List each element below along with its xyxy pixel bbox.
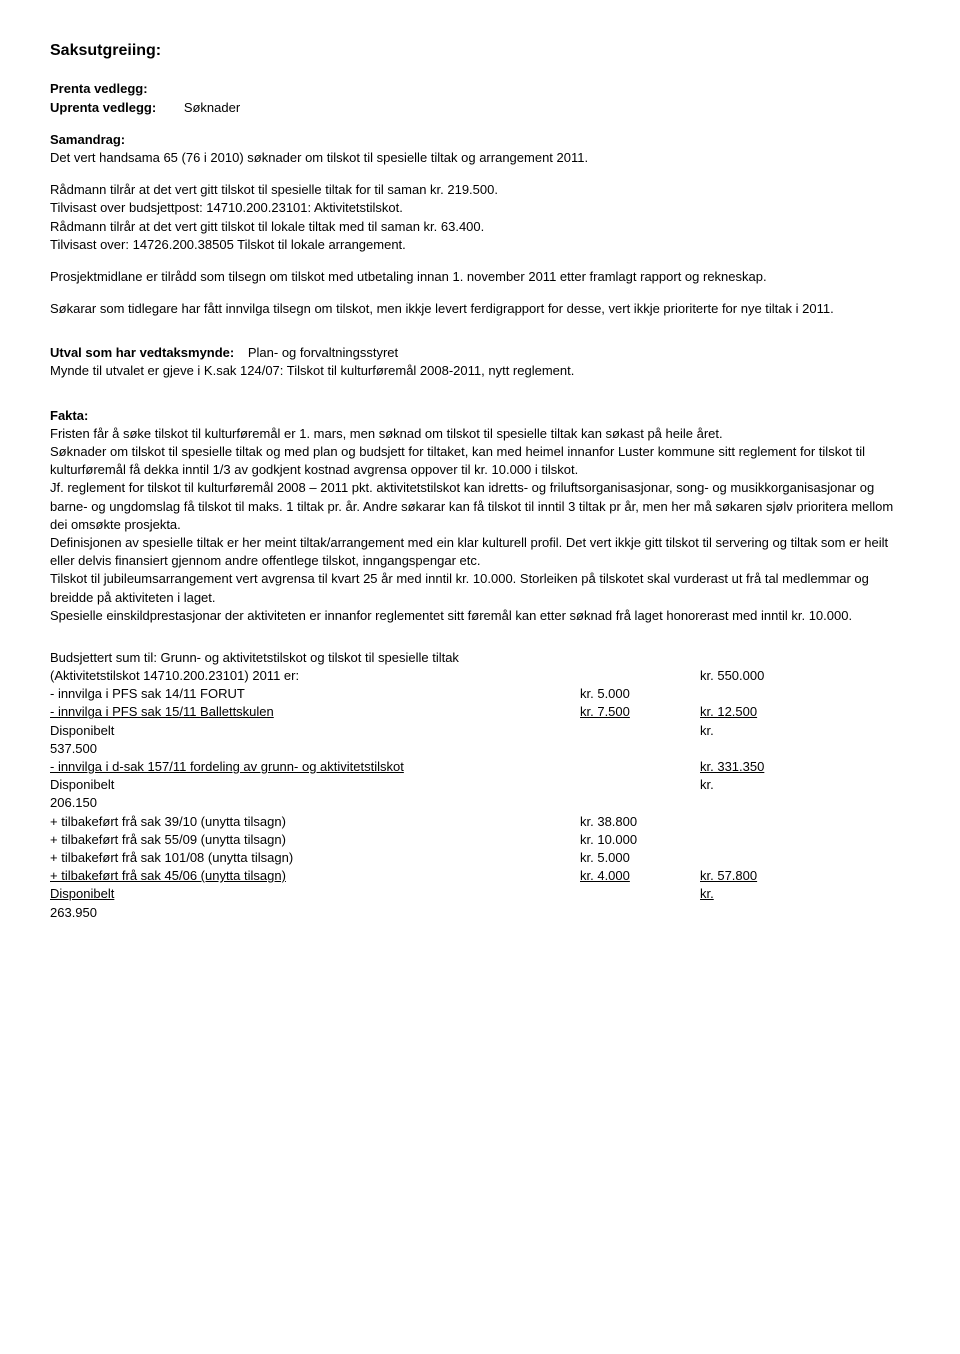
budget-r4-l: + tilbakeført frå sak 39/10 (unytta tils…: [50, 813, 580, 831]
page-title: Saksutgreiing:: [50, 40, 910, 62]
budget-r1-m: kr. 5.000: [580, 685, 700, 703]
disp1-l: Disponibelt: [50, 722, 700, 740]
utval-line2: Mynde til utvalet er gjeve i K.sak 124/0…: [50, 362, 910, 380]
uprenta-label: Uprenta vedlegg:: [50, 100, 156, 115]
fakta-p2: Søknader om tilskot til spesielle tiltak…: [50, 443, 910, 479]
p3b: Tilvisast over: 14726.200.38505 Tilskot …: [50, 236, 910, 254]
budget-r2-m: kr. 7.500: [580, 703, 700, 721]
budget-head-l: Budsjettert sum til: Grunn- og aktivitet…: [50, 649, 910, 667]
utval-block: Utval som har vedtaksmynde: Plan- og for…: [50, 344, 910, 380]
samandrag-label: Samandrag:: [50, 131, 910, 149]
fakta-label: Fakta:: [50, 407, 910, 425]
fakta-p5: Tilskot til jubileumsarrangement vert av…: [50, 570, 910, 606]
budget-r6-l: + tilbakeført frå sak 101/08 (unytta til…: [50, 849, 580, 867]
disp3-l: Disponibelt: [50, 885, 700, 903]
budget-head-l2: (Aktivitetstilskot 14710.200.23101) 2011…: [50, 667, 700, 685]
budget-r3-l: - innvilga i d-sak 157/11 fordeling av g…: [50, 758, 700, 776]
prenta-label: Prenta vedlegg:: [50, 81, 148, 96]
samandrag-p1: Det vert handsama 65 (76 i 2010) søknade…: [50, 149, 910, 167]
p4: Prosjektmidlane er tilrådd som tilsegn o…: [50, 268, 910, 286]
disp2-v: 206.150: [50, 794, 910, 812]
budget-r7-r: kr. 57.800: [700, 867, 820, 885]
budget-r7-l: + tilbakeført frå sak 45/06 (unytta tils…: [50, 867, 580, 885]
disp2-r: kr.: [700, 776, 714, 794]
fakta-p3: Jf. reglement for tilskot til kulturføre…: [50, 479, 910, 534]
disp1-v: 537.500: [50, 740, 910, 758]
p2b: Tilvisast over budsjettpost: 14710.200.2…: [50, 199, 910, 217]
budget-r6-m: kr. 5.000: [580, 849, 700, 867]
fakta-p6: Spesielle einskildprestasjonar der aktiv…: [50, 607, 910, 625]
fakta-p1: Fristen får å søke tilskot til kulturfør…: [50, 425, 910, 443]
budget-r5-m: kr. 10.000: [580, 831, 700, 849]
utval-value: Plan- og forvaltningsstyret: [248, 345, 398, 360]
utval-label: Utval som har vedtaksmynde:: [50, 345, 234, 360]
disp2-l: Disponibelt: [50, 776, 700, 794]
disp1-r: kr.: [700, 722, 714, 740]
disp3-r: kr.: [700, 885, 714, 903]
budget-r7-m: kr. 4.000: [580, 867, 700, 885]
samandrag-block: Samandrag: Det vert handsama 65 (76 i 20…: [50, 131, 910, 167]
p3: Rådmann tilrår at det vert gitt tilskot …: [50, 218, 910, 236]
budget-r2-r: kr. 12.500: [700, 703, 820, 721]
budget-r2-l: - innvilga i PFS sak 15/11 Ballettskulen: [50, 703, 580, 721]
p2: Rådmann tilrår at det vert gitt tilskot …: [50, 181, 910, 199]
p2-block: Rådmann tilrår at det vert gitt tilskot …: [50, 181, 910, 254]
budget-r3-r: kr. 331.350: [700, 758, 764, 776]
fakta-p4: Definisjonen av spesielle tiltak er her …: [50, 534, 910, 570]
disp3-v: 263.950: [50, 904, 910, 922]
vedlegg-block: Prenta vedlegg: Uprenta vedlegg: Søknade…: [50, 80, 910, 116]
budget-r5-l: + tilbakeført frå sak 55/09 (unytta tils…: [50, 831, 580, 849]
fakta-block: Fakta: Fristen får å søke tilskot til ku…: [50, 407, 910, 625]
budget-block: Budsjettert sum til: Grunn- og aktivitet…: [50, 649, 910, 922]
p5: Søkarar som tidlegare har fått innvilga …: [50, 300, 910, 318]
budget-r1-l: - innvilga i PFS sak 14/11 FORUT: [50, 685, 580, 703]
budget-r4-m: kr. 38.800: [580, 813, 700, 831]
budget-head-r: kr. 550.000: [700, 667, 764, 685]
uprenta-value: Søknader: [184, 100, 240, 115]
